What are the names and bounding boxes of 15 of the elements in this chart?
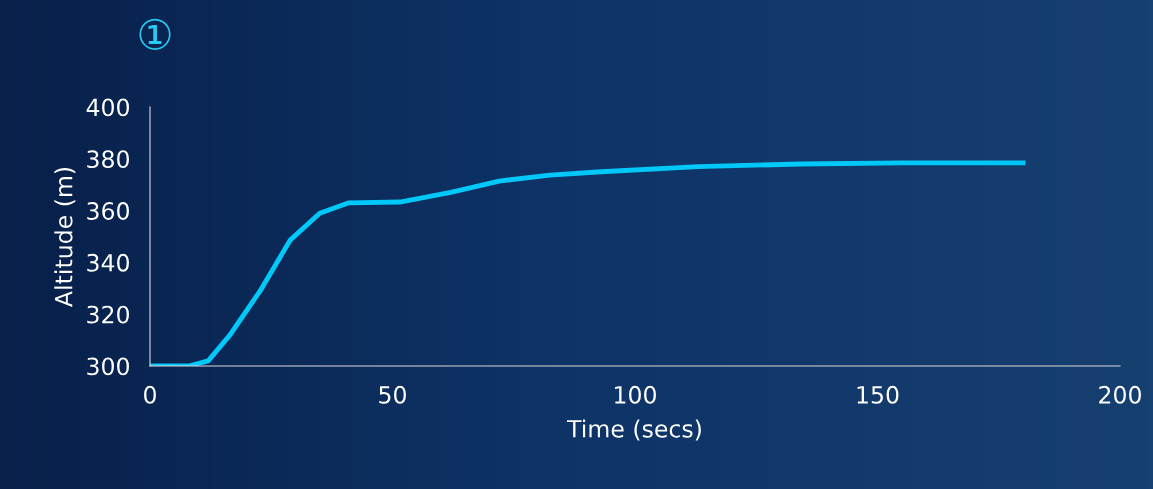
y-tick-label: 300	[87, 357, 129, 376]
x-tick-label: 0	[144, 385, 156, 404]
x-tick-label: 150	[857, 385, 899, 404]
y-tick-label: 360	[87, 202, 129, 220]
x-axis-title: Time (secs)	[567, 419, 701, 441]
y-tick-label: 380	[87, 150, 129, 169]
y-axis-title: Altitude (m)	[54, 167, 76, 307]
text: ①	[139, 18, 171, 50]
y-tick-label: 340	[87, 253, 129, 272]
x-tick-label: 100	[615, 385, 656, 404]
line-series	[150, 160, 1026, 366]
x-tick-label: 200	[1099, 385, 1141, 404]
y-tick-label: 320	[87, 305, 129, 324]
y-tick-label: 400	[86, 98, 129, 117]
x-tick-label: 50	[379, 385, 406, 404]
